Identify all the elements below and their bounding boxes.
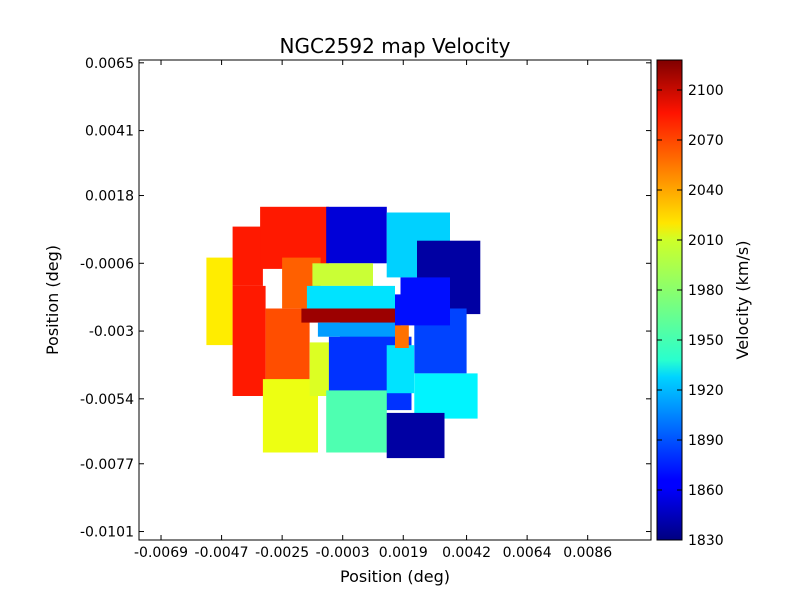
colorbar-label: Velocity (km/s)	[733, 241, 752, 360]
colorbar-tick-label: 2070	[688, 133, 724, 149]
y-axis-label: Position (deg)	[43, 245, 62, 355]
y-tick-label: -0.0054	[80, 392, 134, 408]
y-tick-label: -0.0006	[80, 256, 134, 272]
y-axis: 0.0065 0.0041 0.0018 -0.0006 -0.003 -0.0054 -0…	[80, 56, 651, 541]
colorbar-tick-label: 2040	[688, 183, 724, 199]
y-tick-label: 0.0065	[85, 56, 134, 72]
map-region	[265, 308, 310, 394]
colorbar-ticks: 1830 1860 1890 1920 1950 1980 2010 2040 2070 2100	[657, 83, 724, 549]
plot-frame	[138, 59, 652, 541]
map-region	[395, 325, 409, 348]
map-region	[386, 412, 445, 459]
x-tick-label: -0.0047	[195, 545, 249, 561]
map-region	[414, 373, 478, 419]
x-tick-label: -0.0069	[134, 545, 188, 561]
map-region	[306, 285, 395, 309]
colorbar-tick-label: 2010	[688, 233, 724, 249]
colorbar-tick-label: 1980	[688, 283, 724, 299]
x-tick-label: -0.0003	[316, 545, 370, 561]
map-region	[301, 308, 395, 323]
map-region	[312, 263, 373, 286]
colorbar-tick-label: 1890	[688, 433, 724, 449]
x-tick-label: 0.0086	[563, 545, 612, 561]
x-tick-label: -0.0025	[255, 545, 309, 561]
velocity-map	[206, 206, 481, 459]
x-tick-label: 0.0019	[379, 545, 428, 561]
map-region	[232, 285, 266, 396]
colorbar-tick-label: 1830	[688, 533, 724, 549]
x-tick-label: 0.0064	[503, 545, 552, 561]
y-tick-label: -0.0077	[80, 457, 134, 473]
colorbar-tick-label: 1950	[688, 333, 724, 349]
map-region	[206, 257, 233, 346]
y-tick-label: -0.0101	[80, 525, 134, 541]
map-region	[326, 206, 387, 264]
colorbar-tick-label: 1920	[688, 383, 724, 399]
x-axis: -0.0069 -0.0047 -0.0025 -0.0003 0.0019 0.0042…	[134, 60, 612, 561]
map-region	[232, 226, 263, 286]
y-tick-label: 0.0041	[85, 124, 134, 140]
colorbar	[656, 59, 683, 541]
colorbar-tick-label: 2100	[688, 83, 724, 99]
map-region	[317, 322, 395, 337]
x-axis-label: Position (deg)	[340, 567, 450, 586]
map-region	[262, 379, 318, 453]
colorbar-tick-label: 1860	[688, 483, 724, 499]
map-region	[386, 345, 415, 394]
map-region	[326, 390, 387, 453]
y-tick-label: -0.003	[89, 324, 134, 340]
map-region	[400, 277, 450, 326]
y-tick-label: 0.0018	[85, 189, 134, 205]
chart-title: NGC2592 map Velocity	[280, 34, 511, 58]
x-tick-label: 0.0042	[442, 545, 491, 561]
